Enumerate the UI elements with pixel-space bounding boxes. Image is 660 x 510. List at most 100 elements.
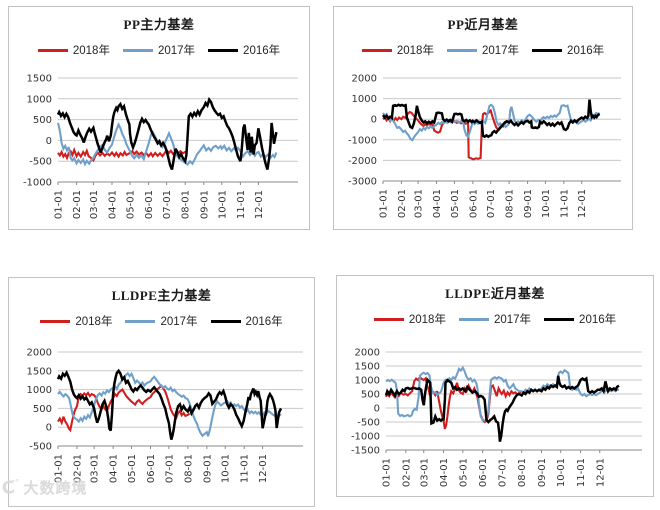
legend-line-swatch: [37, 48, 68, 52]
series-line-2016: [56, 96, 278, 171]
x-axis-tick-label: 09-01: [202, 454, 213, 483]
x-axis-tick-label: 05-01: [458, 458, 469, 487]
series-line-2018: [57, 384, 191, 433]
chart-legend: 2018年 2017年 2016年: [9, 313, 314, 329]
x-axis-tick-label: 05-01: [126, 190, 137, 219]
y-axis-tick-label: 1500: [27, 74, 52, 85]
legend-line-swatch: [208, 48, 239, 52]
legend-label: 2016年: [243, 45, 281, 57]
x-axis-tick-label: 10-01: [221, 454, 232, 483]
series-line-2017: [56, 122, 278, 167]
legend-label: 2017年: [157, 45, 196, 57]
x-axis-tick-label: 02-01: [397, 189, 408, 218]
y-axis-tick-label: -2000: [348, 156, 377, 167]
y-axis-tick-label: 0: [46, 136, 52, 147]
y-axis-tick-label: 0: [374, 404, 380, 415]
legend-item: 2016年: [532, 42, 604, 58]
y-axis-tick-label: 500: [33, 404, 52, 415]
x-axis-tick-label: 12-01: [595, 458, 606, 487]
legend-label: 2016年: [245, 316, 283, 328]
y-axis-tick-label: 2000: [27, 348, 52, 359]
series-line-2017: [385, 365, 619, 422]
x-axis-tick-label: 02-01: [72, 454, 83, 483]
series-line-2016: [381, 99, 601, 139]
x-axis-tick-label: 12-01: [254, 190, 265, 219]
legend-item: 2018年: [361, 42, 434, 58]
legend-item: 2016年: [208, 42, 280, 58]
x-axis-tick-label: 11-01: [559, 189, 570, 218]
legend-label: 2016年: [567, 45, 605, 57]
x-axis-tick-label: 07-01: [164, 454, 175, 483]
x-axis-tick-label: 04-01: [109, 454, 120, 483]
y-axis-tick-label: -500: [29, 442, 52, 453]
legend-item: 2017年: [122, 42, 196, 58]
x-axis-tick-label: 10-01: [217, 190, 228, 219]
x-axis-tick-label: 06-01: [146, 454, 157, 483]
legend-line-swatch: [125, 319, 156, 323]
legend-item: 2017年: [446, 42, 519, 58]
y-axis-tick-label: 2000: [355, 348, 380, 359]
chart-panel-lldpe-main-basis: LLDPE主力基差 2018年 2017年 2016年 2000 1500 1000 50…: [8, 277, 315, 507]
y-axis-tick-label: 1000: [27, 385, 52, 396]
x-axis-tick-label: 05-01: [127, 454, 138, 483]
legend-label: 2018年: [75, 316, 113, 328]
legend-item: 2016年: [210, 313, 283, 329]
x-axis-tick-label: 04-01: [432, 189, 443, 218]
legend-label: 2018年: [396, 45, 434, 57]
chart-panel-pp-main-basis: PP主力基差 2018年 2017年 2016年 1500 1000 500 0 -500 -…: [8, 6, 310, 230]
x-axis-tick-label: 10-01: [556, 458, 567, 487]
x-axis-tick-label: 08-01: [181, 190, 192, 219]
x-axis-tick-label: 06-01: [478, 458, 489, 487]
legend-item: 2018年: [373, 311, 446, 327]
legend-item: 2018年: [40, 313, 112, 329]
x-axis-tick-label: 08-01: [505, 189, 516, 218]
y-axis-tick-label: -1000: [23, 178, 52, 189]
y-axis-tick-label: 500: [361, 390, 380, 401]
x-axis-tick-label: 07-01: [497, 458, 508, 487]
y-axis-tick-label: 1000: [352, 94, 377, 105]
legend-item: 2017年: [125, 313, 198, 329]
legend-label: 2018年: [72, 45, 110, 57]
x-axis-tick-label: 03-01: [89, 190, 100, 219]
x-axis-tick-label: 01-01: [379, 189, 390, 218]
legend-label: 2016年: [579, 314, 617, 326]
x-axis-tick-label: 03-01: [419, 458, 430, 487]
x-axis-tick-label: 06-01: [144, 190, 155, 219]
x-axis-tick-label: 01-01: [382, 458, 393, 487]
x-axis-tick-label: 07-01: [486, 189, 497, 218]
chart-panel-pp-near-month-basis: PP近月基差 2018年 2017年 2016年 2000 1000 0 -1000 -20…: [333, 6, 633, 230]
legend-item: 2017年: [458, 311, 532, 327]
x-axis-tick-label: 09-01: [537, 458, 548, 487]
chart-title: PP近月基差: [447, 17, 519, 32]
series-line-2017: [382, 103, 601, 142]
legend-line-swatch: [544, 317, 575, 321]
legend-label: 2017年: [493, 314, 532, 326]
chart-legend: 2018年 2017年 2016年: [9, 42, 309, 58]
legend-line-swatch: [210, 319, 241, 323]
x-axis-tick-label: 10-01: [541, 189, 552, 218]
legend-label: 2018年: [408, 314, 446, 326]
legend-line-swatch: [373, 317, 404, 321]
y-axis-tick-label: 1500: [355, 362, 380, 373]
chart-legend: 2018年 2017年 2016年: [334, 42, 632, 58]
x-axis-tick-label: 01-01: [54, 190, 65, 219]
series-line-2018: [385, 375, 523, 430]
y-axis-tick-label: 2000: [352, 74, 377, 85]
x-axis-tick-label: 12-01: [258, 454, 269, 483]
x-axis-tick-label: 11-01: [240, 454, 251, 483]
series-line-2016: [384, 375, 620, 442]
x-axis-tick-label: 11-01: [576, 458, 587, 487]
series-line-2018: [57, 146, 188, 163]
legend-line-swatch: [446, 48, 477, 52]
y-axis-tick-label: 0: [371, 115, 377, 126]
legend-line-swatch: [532, 48, 563, 52]
x-axis-tick-label: 03-01: [90, 454, 101, 483]
series-line-2016: [56, 368, 283, 440]
x-axis-tick-label: 06-01: [468, 189, 479, 218]
x-axis-tick-label: 01-01: [54, 454, 65, 483]
